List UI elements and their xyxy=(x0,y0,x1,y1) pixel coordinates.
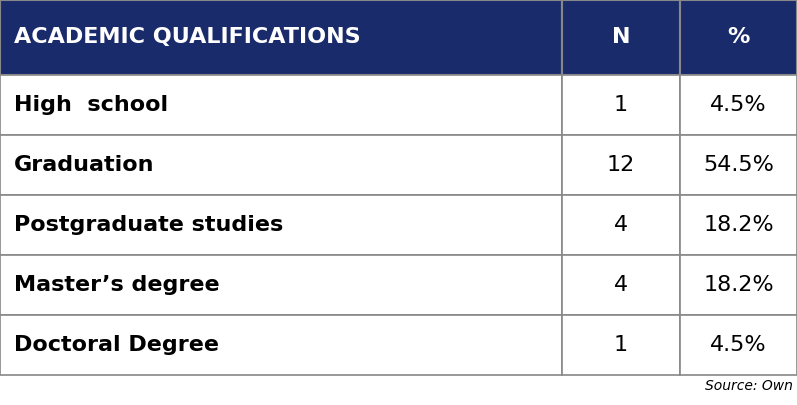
Text: Source: Own: Source: Own xyxy=(705,379,793,393)
Text: Doctoral Degree: Doctoral Degree xyxy=(14,335,219,355)
Bar xyxy=(0,135,562,195)
Text: 18.2%: 18.2% xyxy=(703,215,774,235)
Text: 1: 1 xyxy=(614,95,628,115)
Bar xyxy=(0,75,562,135)
Text: 54.5%: 54.5% xyxy=(703,155,774,175)
Text: 4.5%: 4.5% xyxy=(710,95,767,115)
Bar xyxy=(562,195,680,255)
Text: 4: 4 xyxy=(614,275,628,295)
Bar xyxy=(562,75,680,135)
Text: 12: 12 xyxy=(607,155,635,175)
Bar xyxy=(680,75,797,135)
Bar xyxy=(0,195,562,255)
Text: High  school: High school xyxy=(14,95,168,115)
Text: Postgraduate studies: Postgraduate studies xyxy=(14,215,284,235)
Bar xyxy=(562,0,680,75)
Bar xyxy=(562,255,680,315)
Text: 18.2%: 18.2% xyxy=(703,275,774,295)
Text: N: N xyxy=(611,28,630,47)
Text: %: % xyxy=(727,28,750,47)
Bar xyxy=(562,315,680,375)
Bar xyxy=(680,315,797,375)
Text: 4.5%: 4.5% xyxy=(710,335,767,355)
Bar xyxy=(0,255,562,315)
Text: Graduation: Graduation xyxy=(14,155,155,175)
Bar xyxy=(680,255,797,315)
Bar xyxy=(0,315,562,375)
Text: 4: 4 xyxy=(614,215,628,235)
Bar xyxy=(562,135,680,195)
Bar xyxy=(680,195,797,255)
Bar xyxy=(680,0,797,75)
Text: 1: 1 xyxy=(614,335,628,355)
Text: Master’s degree: Master’s degree xyxy=(14,275,220,295)
Bar xyxy=(680,135,797,195)
Text: ACADEMIC QUALIFICATIONS: ACADEMIC QUALIFICATIONS xyxy=(14,28,361,47)
Bar xyxy=(0,0,562,75)
